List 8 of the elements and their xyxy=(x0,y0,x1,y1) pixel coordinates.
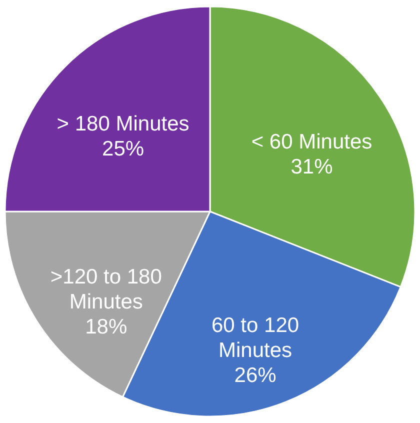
slice-label: > 180 Minutes xyxy=(56,112,190,136)
slice-label: < 60 Minutes xyxy=(251,130,372,154)
slice-label: >120 to 180 Minutes xyxy=(50,265,162,314)
data-label: 31% xyxy=(290,155,333,178)
slice-label: 60 to 120 Minutes xyxy=(211,314,300,362)
data-label: 25% xyxy=(102,138,144,161)
data-label: 18% xyxy=(85,315,128,338)
data-label: 26% xyxy=(234,364,276,387)
